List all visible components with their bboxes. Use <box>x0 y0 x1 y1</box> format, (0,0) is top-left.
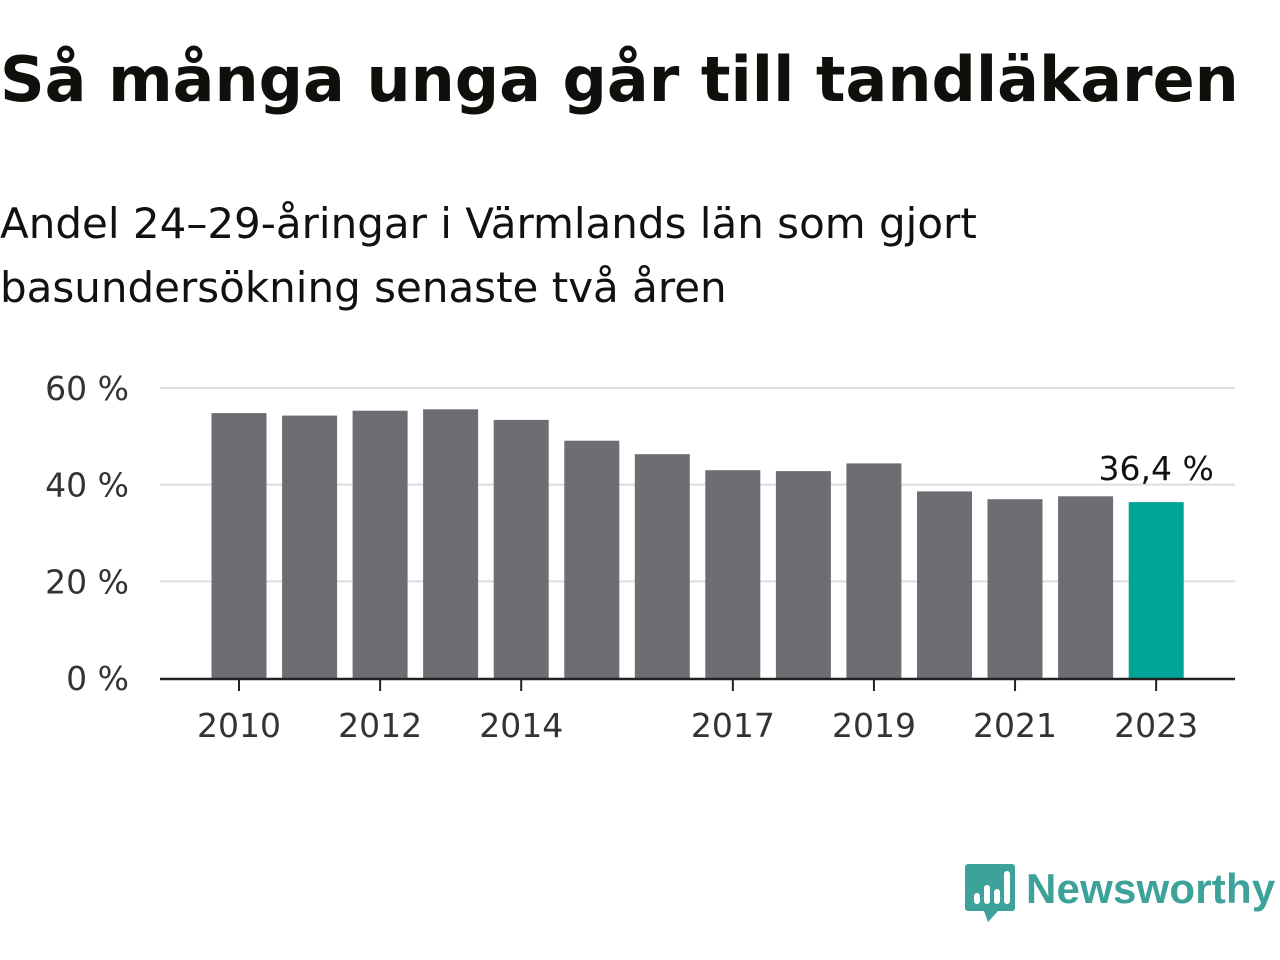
bar-2021 <box>987 499 1043 678</box>
bar-2019 <box>846 463 902 678</box>
y-tick-label: 0 % <box>66 659 129 698</box>
bar-2022 <box>1058 496 1114 678</box>
newsworthy-logo-icon <box>965 864 1015 922</box>
y-tick-label: 60 % <box>45 369 129 408</box>
x-tick-label: 2014 <box>479 706 563 745</box>
bar-2018 <box>775 471 831 678</box>
bar-2014 <box>493 419 549 678</box>
x-tick-label: 2010 <box>197 706 281 745</box>
bar-2011 <box>282 415 338 678</box>
bar-2016 <box>634 454 690 678</box>
x-tick-label: 2017 <box>691 706 775 745</box>
bar-2015 <box>564 440 620 678</box>
brand-logo: Newsworthy <box>964 862 1275 924</box>
chart-subtitle: Andel 24–29-åringar i Värmlands län som … <box>0 199 977 312</box>
x-tick-label: 2023 <box>1114 706 1198 745</box>
x-tick-label: 2021 <box>973 706 1057 745</box>
bar-chart: 0 % 20 % 40 % 60 % 2010 2012 2014 2017 2019 2021 2… <box>45 369 1235 745</box>
bar-2017 <box>705 470 761 678</box>
bar-2010 <box>211 413 267 678</box>
brand-name: Newsworthy <box>1026 865 1276 912</box>
x-tick-label: 2019 <box>832 706 916 745</box>
x-tick-label: 2012 <box>338 706 422 745</box>
bar-2020 <box>917 491 972 678</box>
chart-title: Så många unga går till tandläkaren <box>0 43 1239 116</box>
bar-2012 <box>352 410 408 678</box>
bar-2023 <box>1128 502 1184 678</box>
data-label: 36,4 % <box>1098 449 1213 488</box>
bar-2013 <box>423 409 479 678</box>
y-tick-label: 20 % <box>45 562 129 601</box>
y-tick-label: 40 % <box>45 466 129 505</box>
